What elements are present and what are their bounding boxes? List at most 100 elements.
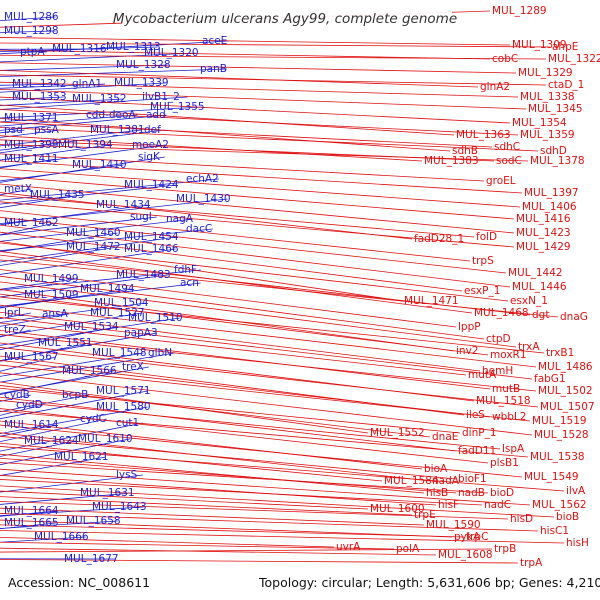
- right-connector: [0, 334, 537, 392]
- right-gene-label-uvra: uvrA: [336, 541, 361, 553]
- right-gene-label-mul-1518: MUL_1518: [476, 395, 531, 407]
- left-gene-label-mul-1483: MUL_1483: [116, 269, 171, 281]
- left-connector: [0, 440, 76, 457]
- right-gene-label-trxa: trxA: [518, 341, 540, 353]
- right-gene-label-mul-1322: MUL_1322: [548, 53, 600, 65]
- left-connector: [0, 114, 138, 127]
- right-connector: [0, 479, 483, 506]
- right-gene-label-trpa: trpA: [520, 557, 543, 569]
- right-gene-label-mul-1378: MUL_1378: [530, 155, 585, 167]
- left-connector: [0, 158, 56, 169]
- right-connector: [0, 432, 431, 482]
- right-gene-label-ctpd: ctpD: [486, 333, 511, 345]
- left-connector: [0, 236, 176, 263]
- right-gene-label-bioa: bioA: [424, 463, 448, 475]
- left-connector: [0, 83, 64, 86]
- left-connector: [0, 156, 165, 183]
- left-gene-label-mul-1381: MUL_1381: [90, 124, 145, 136]
- left-gene-label-trez: treZ: [4, 324, 26, 336]
- right-connector: [0, 195, 475, 238]
- left-gene-label-mul-1571: MUL_1571: [96, 385, 151, 397]
- left-gene-label-bcpb: bcpB: [62, 389, 88, 401]
- right-connector: [0, 530, 565, 544]
- left-gene-label-mul-1510: MUL_1510: [128, 312, 183, 324]
- right-connector: [0, 210, 471, 262]
- right-gene-label-lppp: lppP: [458, 321, 481, 333]
- right-connector: [0, 490, 369, 510]
- left-connector: [0, 558, 116, 560]
- left-gene-label-cydd: cydD: [16, 399, 43, 411]
- right-gene-label-mul-1406: MUL_1406: [522, 201, 577, 213]
- right-gene-label-mul-1538: MUL_1538: [530, 451, 585, 463]
- right-connector: [0, 304, 537, 368]
- right-connector: [0, 322, 467, 376]
- right-connector: [0, 192, 413, 240]
- left-connector: [0, 178, 220, 201]
- right-gene-label-nadc: nadC: [484, 499, 511, 511]
- right-gene-label-ilva: ilvA: [566, 485, 586, 497]
- right-connector: [0, 420, 423, 470]
- right-gene-label-mul-1383: MUL_1383: [424, 155, 479, 167]
- right-gene-label-mul-1423: MUL_1423: [516, 227, 571, 239]
- right-gene-label-wbbl2: wbbL2: [492, 411, 526, 423]
- right-connector: [0, 70, 479, 88]
- left-connector: [0, 184, 176, 205]
- right-connector: [0, 168, 521, 208]
- footer-background: [0, 570, 600, 600]
- left-gene-label-mul-1499: MUL_1499: [24, 273, 79, 285]
- right-connector: [0, 175, 515, 220]
- right-gene-label-fadd28-1: fadD28_1: [414, 233, 464, 245]
- right-gene-label-mul-1446: MUL_1446: [512, 281, 567, 293]
- left-connector: [0, 16, 56, 22]
- left-gene-label-mul-1313: MUL_1313: [106, 41, 161, 53]
- right-gene-label-mul-1359: MUL_1359: [520, 129, 575, 141]
- right-connector: [0, 359, 491, 418]
- right-connector: [0, 501, 509, 520]
- right-gene-label-hisf: hisF: [438, 499, 459, 511]
- right-connector: [0, 96, 511, 124]
- right-gene-label-mul-1416: MUL_1416: [516, 213, 571, 225]
- right-connector: [0, 541, 395, 550]
- right-connector: [0, 536, 335, 548]
- left-connector: [0, 232, 118, 253]
- left-connector: [0, 40, 229, 55]
- left-gene-label-metx: metX: [4, 183, 32, 195]
- left-connector: [0, 390, 148, 420]
- right-connector: [0, 387, 461, 434]
- left-connector: [0, 510, 56, 517]
- left-gene-label-mul-1665: MUL_1665: [4, 517, 59, 529]
- left-connector: [0, 222, 56, 236]
- right-gene-label-sdhd: sdhD: [540, 145, 567, 157]
- right-connector: [0, 121, 493, 148]
- left-connector: [0, 117, 56, 123]
- left-connector: [0, 82, 166, 93]
- right-gene-label-muta: mutA: [468, 369, 497, 381]
- right-gene-label-inv2: inv2: [456, 345, 478, 357]
- right-gene-label-hish: hisH: [566, 537, 589, 549]
- left-gene-label-mul-1566: MUL_1566: [62, 365, 117, 377]
- right-gene-label-hemh: hemH: [482, 365, 513, 377]
- left-connector: [0, 48, 104, 50]
- right-gene-label-fold: folD: [476, 231, 497, 243]
- left-connector: [0, 418, 107, 443]
- right-connector: [0, 317, 533, 380]
- right-connector: [0, 88, 527, 110]
- right-connector: [0, 381, 369, 434]
- right-gene-label-mul-1345: MUL_1345: [528, 103, 583, 115]
- left-connector: [0, 96, 188, 110]
- right-connector: [0, 259, 559, 318]
- left-gene-label-mul-1352: MUL_1352: [72, 93, 127, 105]
- left-gene-label-mul-1527: MUL_1527: [90, 307, 145, 319]
- left-connector: [0, 424, 56, 437]
- left-connector: [0, 129, 165, 151]
- right-gene-label-dinp-1: dinP_1: [462, 427, 497, 439]
- right-connector: [0, 127, 539, 152]
- left-gene-label-mul-1504: MUL_1504: [94, 297, 149, 309]
- right-gene-label-mul-1486: MUL_1486: [538, 361, 593, 373]
- left-connector: [0, 194, 82, 209]
- right-gene-label-mutb: mutB: [492, 383, 520, 395]
- left-gene-label-mul-1551: MUL_1551: [38, 337, 93, 349]
- right-connector: [0, 385, 431, 438]
- left-connector: [0, 106, 202, 119]
- right-connector: [0, 240, 403, 302]
